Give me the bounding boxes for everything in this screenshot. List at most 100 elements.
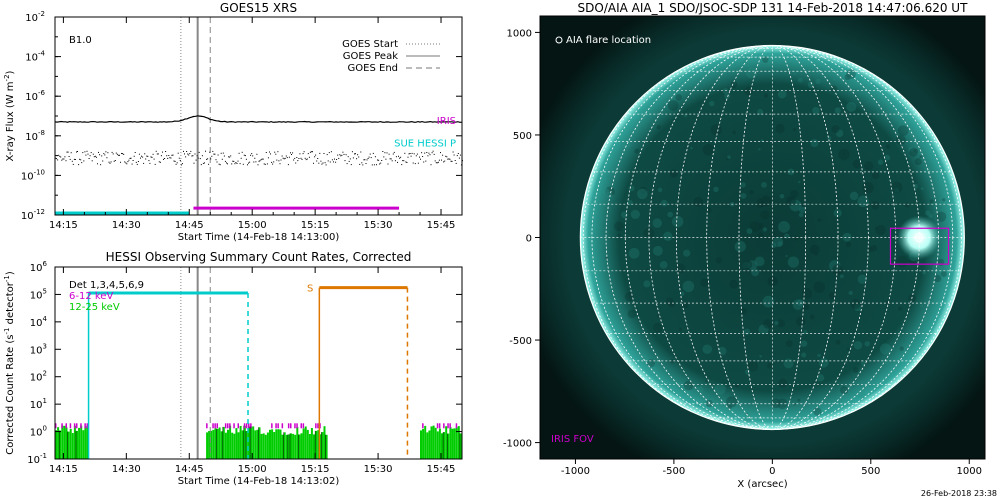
hessi-x-tick-label: 14:15 — [49, 464, 78, 475]
goes-short-channel-point — [122, 153, 124, 155]
goes-short-channel-point — [101, 155, 103, 157]
hessi-legend-label: 6-12 keV — [69, 291, 113, 302]
hessi-count-mark-6-12 — [422, 423, 424, 429]
goes-short-channel-point — [82, 152, 84, 154]
hessi-count-bar-12-25 — [308, 434, 311, 459]
goes-short-channel-point — [434, 160, 436, 162]
goes-short-channel-point — [420, 158, 421, 160]
goes-short-channel-point — [348, 160, 350, 162]
goes-short-channel-point — [171, 154, 173, 156]
goes-short-channel-point — [91, 160, 93, 162]
goes-short-channel-point — [454, 160, 456, 161]
goes-short-channel-point — [170, 157, 172, 159]
goes-short-channel-point — [222, 152, 224, 154]
iris-fov-box — [889, 227, 950, 265]
goes-short-channel-point — [183, 150, 184, 152]
goes-legend-label: GOES Peak — [343, 51, 398, 62]
aia-texture-blob — [709, 100, 715, 107]
goes-short-channel-point — [408, 153, 410, 155]
aia-texture-blob — [682, 280, 695, 293]
aia-texture-blob — [627, 309, 637, 319]
goes-short-channel-point — [290, 152, 291, 154]
goes-short-channel-point — [302, 153, 304, 155]
goes-short-channel-point — [248, 162, 249, 164]
goes-short-channel-point — [238, 152, 240, 154]
goes-short-channel-point — [208, 163, 210, 165]
aia-texture-blob — [797, 77, 803, 83]
goes-short-channel-point — [90, 152, 92, 154]
hessi-legend-label: 12-25 keV — [69, 302, 120, 313]
aia-texture-blob — [751, 268, 760, 277]
goes-short-channel-point — [209, 151, 211, 153]
goes-short-channel-point — [121, 153, 123, 154]
aia-texture-blob — [936, 211, 947, 222]
goes-short-channel-point — [201, 155, 203, 157]
goes-short-channel-point — [257, 164, 259, 166]
hessi-count-mark-6-12 — [447, 423, 449, 429]
goes-short-channel-point — [364, 159, 366, 161]
aia-texture-blob — [896, 255, 908, 268]
aia-texture-blob — [678, 327, 683, 331]
goes-short-channel-point — [149, 162, 151, 164]
goes-short-channel-point — [173, 160, 175, 162]
hessi-count-mark-6-12 — [248, 423, 250, 429]
goes-short-channel-point — [354, 153, 355, 155]
goes-short-channel-point — [419, 156, 420, 158]
aia-texture-blob — [895, 135, 906, 145]
goes-short-channel-point — [184, 153, 185, 155]
goes-short-channel-point — [361, 162, 363, 164]
goes-short-channel-point — [319, 152, 321, 154]
hessi-count-bar-12-25 — [208, 431, 211, 459]
aia-texture-blob — [860, 380, 864, 383]
aia-texture-blob — [943, 291, 947, 294]
goes-short-channel-point — [205, 150, 206, 152]
goes-short-channel-point — [314, 156, 316, 158]
aia-texture-blob — [809, 314, 816, 320]
goes-short-channel-point — [365, 163, 367, 164]
goes-short-channel-point — [432, 150, 434, 152]
aia-texture-blob — [620, 139, 631, 150]
goes-short-channel-point — [304, 157, 306, 159]
goes-short-channel-point — [244, 155, 246, 157]
goes-short-channel-point — [198, 151, 200, 153]
hessi-count-bar-12-25 — [298, 434, 301, 459]
aia-texture-blob — [793, 403, 796, 406]
hessi-x-tick-label: 15:15 — [301, 464, 330, 475]
goes-short-channel-point — [315, 154, 317, 156]
aia-texture-blob — [715, 257, 722, 264]
goes-short-channel-point — [164, 158, 166, 159]
hessi-count-bar-12-25 — [323, 426, 326, 459]
goes-short-channel-point — [328, 152, 330, 154]
aia-texture-blob — [740, 182, 746, 188]
hessi-count-bar-12-25 — [222, 426, 225, 459]
hessi-count-bar-12-25 — [428, 430, 431, 459]
aia-texture-blob — [714, 383, 726, 395]
goes-short-channel-point — [288, 156, 290, 158]
goes-short-channel-point — [59, 155, 61, 157]
goes-legend-label: GOES Start — [342, 39, 398, 50]
hessi-count-mark-6-12 — [275, 423, 277, 429]
goes-short-channel-point — [130, 157, 132, 159]
goes-short-channel-point — [452, 151, 454, 153]
hessi-count-bar-12-25 — [441, 433, 443, 459]
goes-short-channel-point — [316, 160, 318, 162]
goes-short-channel-point — [236, 163, 238, 164]
hessi-count-bar-12-25 — [252, 426, 255, 459]
goes-short-channel-point — [459, 154, 461, 156]
goes-short-channel-point — [337, 154, 339, 156]
goes-short-channel-point — [78, 164, 80, 166]
goes-short-channel-point — [334, 158, 335, 160]
goes-short-channel-point — [245, 158, 247, 160]
aia-flare-region — [897, 215, 942, 260]
hessi-count-bar-12-25 — [220, 431, 223, 459]
goes-short-channel-point — [146, 155, 148, 157]
goes-short-channel-point — [154, 163, 156, 165]
goes-short-channel-point — [190, 150, 192, 152]
hessi-count-bar-12-25 — [317, 430, 320, 459]
hessi-count-block — [420, 423, 462, 459]
goes-x-axis-label: Start Time (14-Feb-18 14:13:00) — [178, 232, 340, 243]
aia-y-tick-label: 500 — [513, 131, 532, 142]
goes-short-channel-point — [129, 157, 131, 159]
hessi-count-bar-12-25 — [275, 429, 278, 459]
hessi-count-bar-12-25 — [229, 425, 232, 459]
